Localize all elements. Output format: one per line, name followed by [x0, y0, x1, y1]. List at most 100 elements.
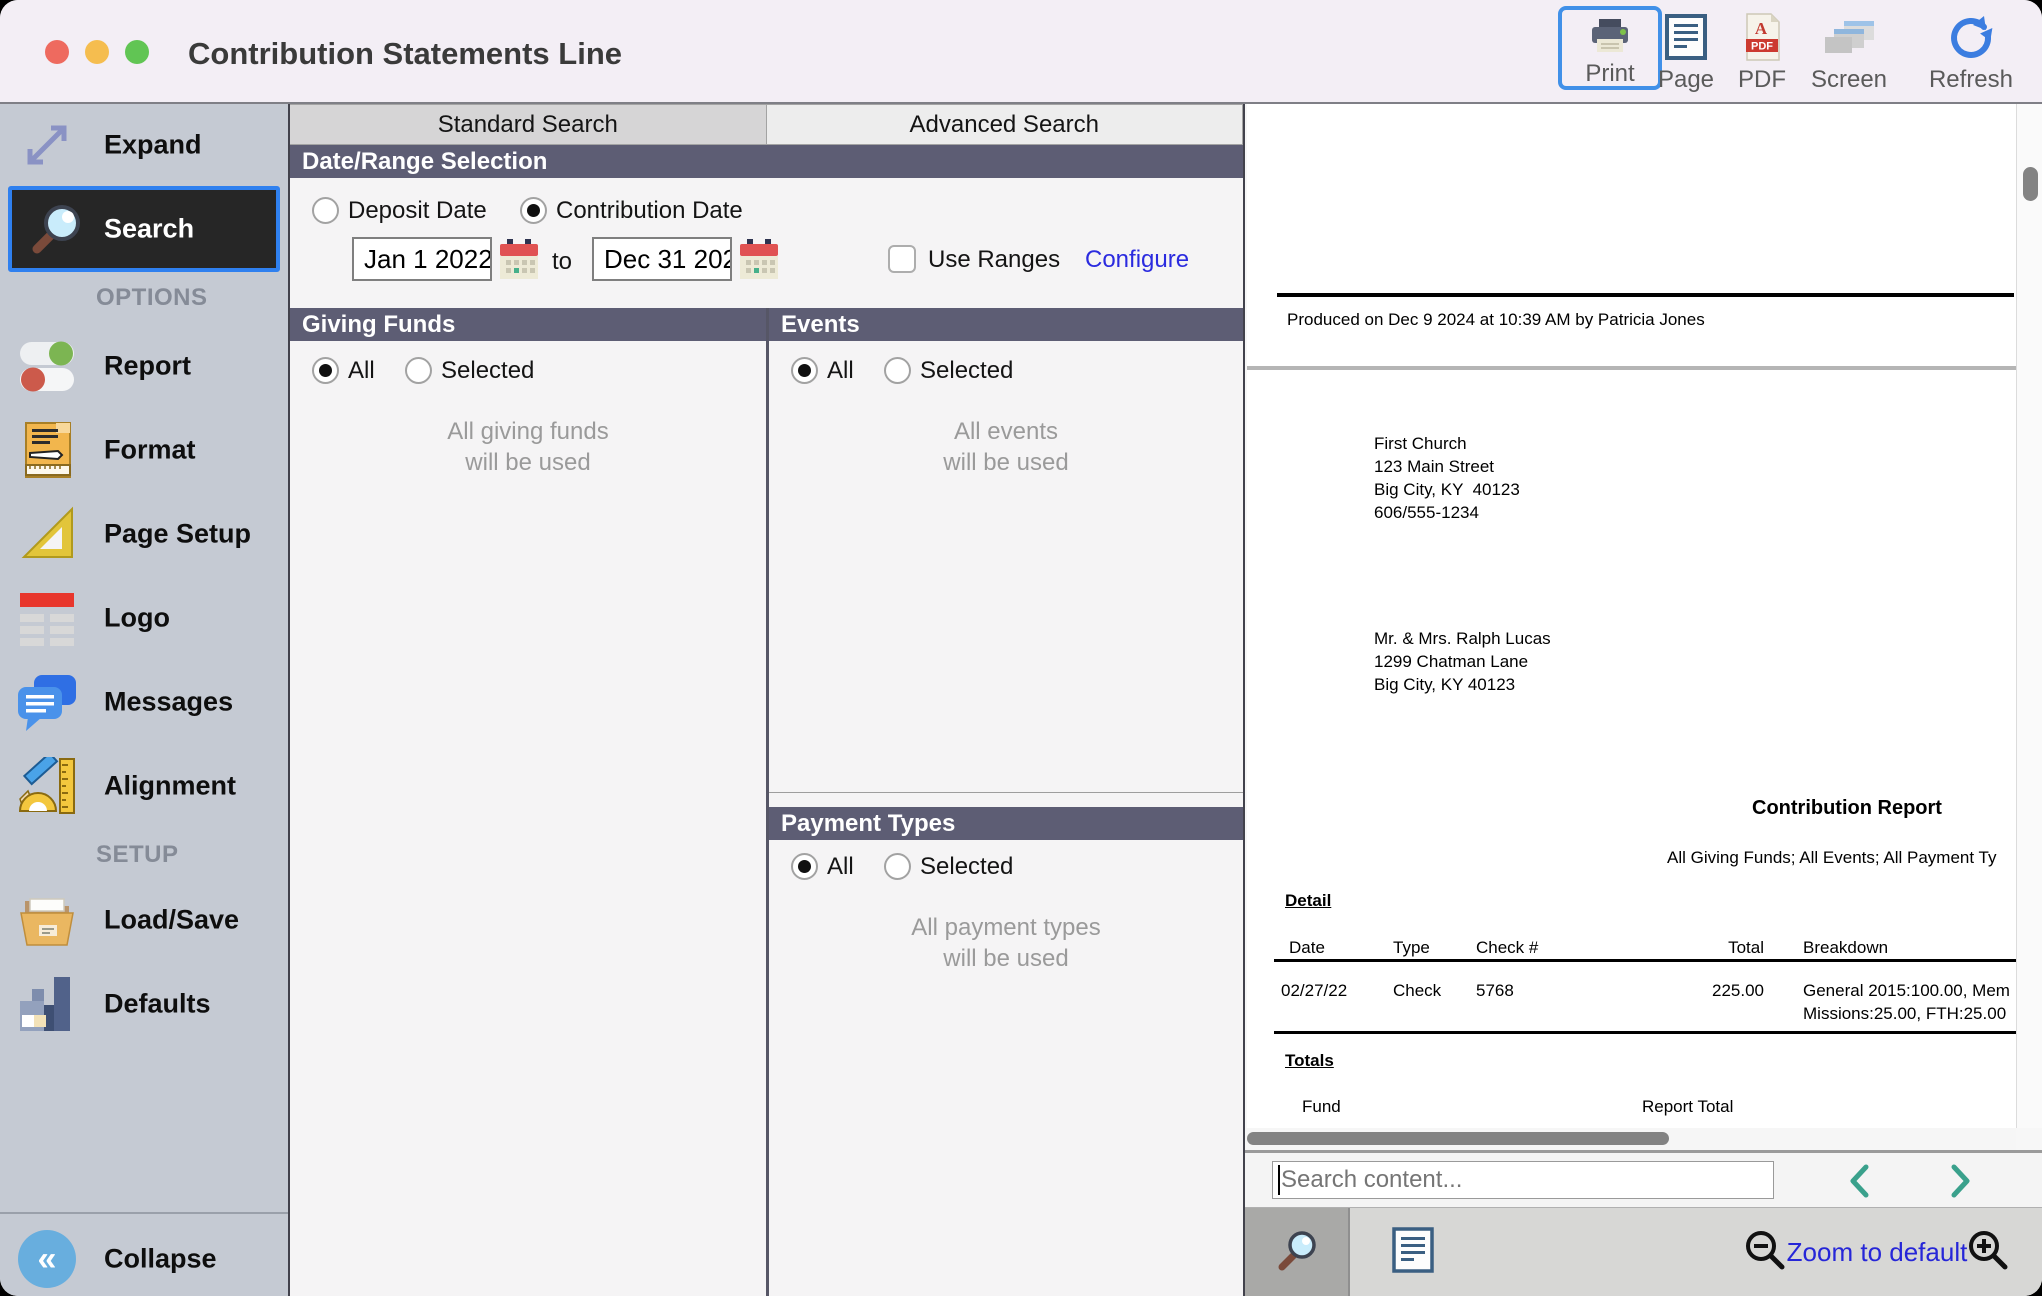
- sidebar-item-report[interactable]: Report: [0, 324, 288, 408]
- close-window-button[interactable]: [45, 40, 69, 64]
- sidebar-item-label: Logo: [104, 602, 170, 633]
- svg-text:A: A: [1755, 19, 1768, 38]
- sidebar-item-label: Report: [104, 350, 191, 381]
- column-header-total: Total: [1728, 938, 1764, 957]
- print-button[interactable]: Print: [1558, 6, 1662, 90]
- payment-types-selected-label: Selected: [920, 853, 1014, 880]
- column-header-breakdown: Breakdown: [1803, 938, 1889, 957]
- events-selected-radio[interactable]: [884, 357, 911, 384]
- totals-column-fund: Fund: [1302, 1097, 1341, 1116]
- print-icon: [1562, 12, 1658, 60]
- zoom-in-button[interactable]: [1963, 1208, 2013, 1296]
- format-icon: [16, 419, 78, 481]
- totals-column-report-total: Report Total: [1642, 1097, 1734, 1116]
- giving-funds-all-label: All: [348, 357, 375, 384]
- table-header-rule: [1274, 959, 2016, 962]
- report-subtitle: All Giving Funds; All Events; All Paymen…: [1667, 848, 1997, 867]
- refresh-button[interactable]: Refresh: [1918, 10, 2024, 94]
- contribution-date-radio[interactable]: [520, 197, 547, 224]
- preview-bottom-bar: Zoom to default: [1245, 1207, 2042, 1296]
- events-all-radio[interactable]: [791, 357, 818, 384]
- search-tabs: Standard Search Advanced Search: [290, 104, 1243, 145]
- sidebar-item-label: Load/Save: [104, 904, 240, 935]
- calendar-icon[interactable]: [740, 239, 778, 286]
- magnifier-icon: [1274, 1227, 1320, 1278]
- horizontal-scrollbar-thumb[interactable]: [1247, 1132, 1669, 1145]
- from-date-input[interactable]: Jan 1 2022: [352, 237, 492, 281]
- to-date-input[interactable]: Dec 31 2022: [592, 237, 732, 281]
- sidebar-item-load-save[interactable]: Load/Save: [0, 878, 288, 962]
- minimize-window-button[interactable]: [85, 40, 109, 64]
- sidebar-divider: [0, 1212, 288, 1214]
- zoom-out-button[interactable]: [1740, 1208, 1790, 1296]
- payment-types-all-label: All: [827, 853, 854, 880]
- recipient-address-line: Mr. & Mrs. Ralph Lucas: [1374, 629, 1551, 648]
- preview-page-1: Produced on Dec 9 2024 at 10:39 AM by Pa…: [1247, 104, 2016, 366]
- sidebar-item-label: Expand: [104, 129, 202, 160]
- screen-button[interactable]: Screen: [1800, 10, 1898, 94]
- sidebar-item-expand[interactable]: Expand: [0, 104, 288, 186]
- configure-link[interactable]: Configure: [1085, 246, 1190, 273]
- row-total: 225.00: [1712, 981, 1764, 1000]
- recipient-address-line: Big City, KY 40123: [1374, 675, 1516, 694]
- search-panel: Standard Search Advanced Search Date/Ran…: [290, 104, 1243, 1296]
- deposit-date-label: Deposit Date: [348, 197, 487, 224]
- events-note: All events will be used: [943, 418, 1069, 476]
- sidebar-item-label: Collapse: [104, 1243, 217, 1274]
- preview-divider: [1245, 1150, 2042, 1153]
- use-ranges-checkbox[interactable]: [888, 245, 916, 273]
- chevron-left-icon[interactable]: [1845, 1163, 1875, 1199]
- sidebar-item-page-setup[interactable]: Page Setup: [0, 492, 288, 576]
- search-icon: [24, 198, 86, 260]
- sidebar-item-messages[interactable]: Messages: [0, 660, 288, 744]
- calendar-icon[interactable]: [500, 239, 538, 286]
- report-title: Contribution Report: [1752, 797, 1942, 819]
- tab-standard-search[interactable]: Standard Search: [290, 104, 767, 145]
- column-header-type: Type: [1393, 938, 1430, 957]
- chevron-right-icon[interactable]: [1945, 1163, 1975, 1199]
- page-separator: [1247, 366, 2016, 370]
- sidebar-item-logo[interactable]: Logo: [0, 576, 288, 660]
- search-input[interactable]: [1272, 1161, 1774, 1199]
- payment-types-all-radio[interactable]: [791, 853, 818, 880]
- events-selected-label: Selected: [920, 357, 1014, 384]
- alignment-icon: [16, 755, 78, 817]
- page-button[interactable]: Page: [1641, 10, 1731, 94]
- giving-funds-note: All giving funds will be used: [447, 418, 609, 476]
- sidebar-item-defaults[interactable]: Defaults: [0, 962, 288, 1046]
- produced-line: Produced on Dec 9 2024 at 10:39 AM by Pa…: [1287, 310, 1705, 329]
- giving-funds-selected-radio[interactable]: [405, 357, 432, 384]
- payment-types-header: Payment Types: [769, 807, 1243, 840]
- events-header: Events: [769, 308, 1243, 341]
- vertical-scrollbar-thumb[interactable]: [2023, 167, 2038, 201]
- pdf-button[interactable]: A PDF PDF: [1717, 10, 1807, 94]
- sidebar-item-label: Messages: [104, 686, 234, 717]
- zoom-to-default-link[interactable]: Zoom to default: [1786, 1236, 1968, 1267]
- events-all-label: All: [827, 357, 854, 384]
- deposit-date-radio[interactable]: [312, 197, 339, 224]
- search-view-tab[interactable]: [1245, 1208, 1350, 1296]
- giving-funds-all-radio[interactable]: [312, 357, 339, 384]
- messages-icon: [16, 671, 78, 733]
- zoom-in-icon: [1965, 1227, 2011, 1278]
- sidebar-item-label: Page Setup: [104, 518, 252, 549]
- page-icon: [1641, 10, 1731, 64]
- print-label: Print: [1585, 60, 1635, 87]
- report-toggle-icon: [16, 335, 78, 397]
- payment-types-selected-radio[interactable]: [884, 853, 911, 880]
- sidebar-item-search[interactable]: Search: [8, 186, 280, 272]
- sidebar-item-collapse[interactable]: « Collapse: [0, 1222, 288, 1296]
- zoom-window-button[interactable]: [125, 40, 149, 64]
- document-view-tab[interactable]: [1383, 1208, 1443, 1296]
- sidebar-section-setup: SETUP: [96, 841, 179, 868]
- sidebar-item-format[interactable]: Format: [0, 408, 288, 492]
- screen-icon: [1800, 10, 1898, 64]
- sidebar-item-alignment[interactable]: Alignment: [0, 744, 288, 828]
- column-header-check: Check #: [1476, 938, 1539, 957]
- title-bar: Contribution Statements Line Print Page …: [0, 0, 2042, 104]
- tab-advanced-search[interactable]: Advanced Search: [766, 104, 1243, 145]
- horizontal-scrollbar[interactable]: [1245, 1128, 2016, 1150]
- row-date: 02/27/22: [1281, 981, 1348, 1000]
- vertical-scrollbar[interactable]: [2016, 104, 2042, 1128]
